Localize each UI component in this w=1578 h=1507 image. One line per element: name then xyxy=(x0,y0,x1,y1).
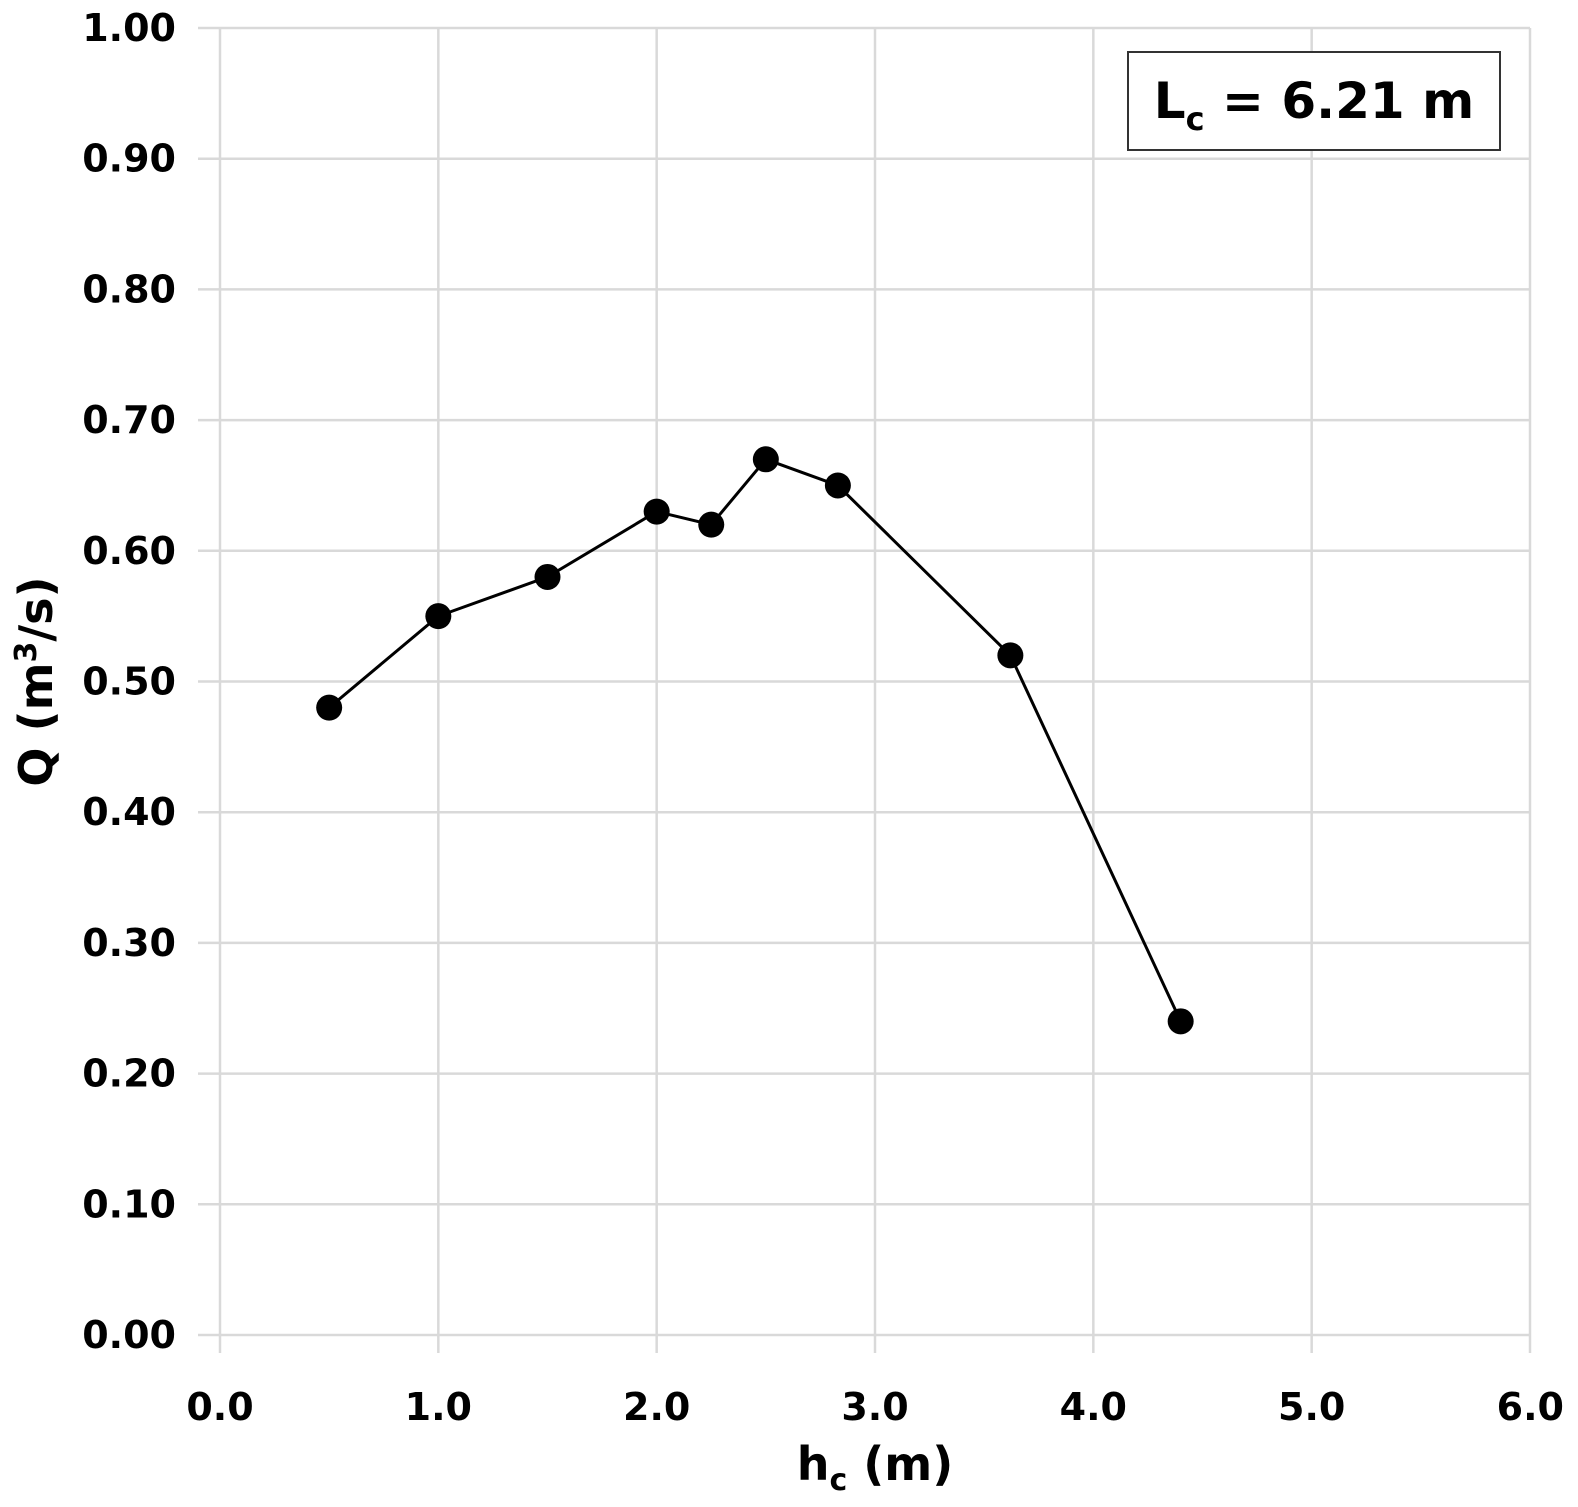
annotation-text: Lc = 6.21 m xyxy=(1154,72,1474,138)
x-tick-label: 4.0 xyxy=(1060,1385,1127,1429)
grid xyxy=(198,26,1532,1353)
series-line xyxy=(328,457,1183,1022)
data-point xyxy=(997,642,1024,669)
data-point xyxy=(824,472,851,499)
y-tick-label: 0.80 xyxy=(82,267,176,311)
y-axis-title: Q (m3/s) xyxy=(9,576,63,786)
annotation-main: L xyxy=(1154,72,1186,130)
y-tick-label: 0.70 xyxy=(82,398,176,442)
series-layer xyxy=(316,446,1194,1035)
x-axis-title: hc (m) xyxy=(797,1437,954,1498)
x-axis-title-main: h xyxy=(797,1437,830,1491)
data-point xyxy=(316,694,343,721)
y-tick-label: 0.20 xyxy=(82,1052,176,1096)
y-axis-title-main: Q (m xyxy=(9,663,63,787)
x-axis-title-sub: c xyxy=(829,1463,847,1498)
x-tick-label: 2.0 xyxy=(623,1385,690,1429)
data-point xyxy=(643,498,670,525)
y-tick-label: 0.50 xyxy=(82,660,176,704)
tick-labels: 0.00 0.10 0.20 0.30 0.40 0.50 0.60 0.70 0.80 0.90… xyxy=(82,6,1564,1429)
annotation-sub: c xyxy=(1186,100,1205,138)
annotation-box: Lc = 6.21 m xyxy=(1127,51,1501,151)
y-tick-label: 0.90 xyxy=(82,137,176,181)
annotation-rest: = 6.21 m xyxy=(1205,72,1475,130)
x-tick-label: 0.0 xyxy=(186,1385,253,1429)
axis-titles: hc (m) Q (m3/s) xyxy=(9,576,953,1498)
x-tick-label: 6.0 xyxy=(1497,1385,1564,1429)
x-tick-label: 3.0 xyxy=(841,1385,908,1429)
data-point xyxy=(752,446,779,473)
y-axis-title-sup: 3 xyxy=(9,642,44,663)
y-axis-title-rest: /s) xyxy=(9,576,63,641)
x-axis-title-rest: (m) xyxy=(847,1437,953,1491)
y-tick-label: 1.00 xyxy=(82,6,176,50)
data-point xyxy=(425,603,452,630)
data-point xyxy=(1167,1008,1194,1035)
annotation-frame xyxy=(1127,51,1501,151)
y-tick-label: 0.60 xyxy=(82,529,176,573)
y-tick-label: 0.30 xyxy=(82,921,176,965)
x-tick-label: 1.0 xyxy=(405,1385,472,1429)
x-tick-label: 5.0 xyxy=(1278,1385,1345,1429)
y-tick-label: 0.10 xyxy=(82,1182,176,1226)
y-tick-label: 0.40 xyxy=(82,790,176,834)
data-point xyxy=(534,563,561,590)
data-point xyxy=(698,511,725,538)
y-tick-label: 0.00 xyxy=(82,1313,176,1357)
